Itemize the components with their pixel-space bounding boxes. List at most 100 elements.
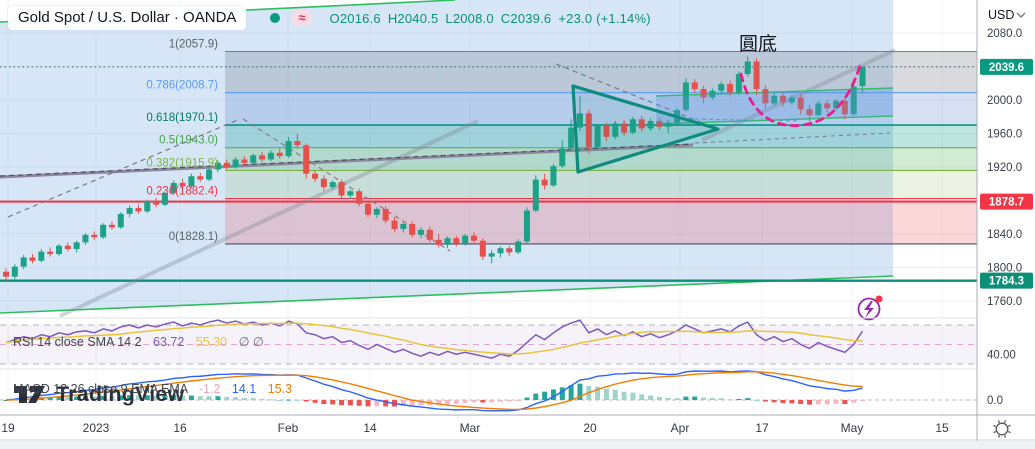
candle-body [320,178,327,188]
candle-body [603,125,610,137]
gear-tooth [997,435,1001,438]
candle-body [232,159,239,167]
macd-histogram-bar [771,400,777,403]
candle-body [73,242,80,250]
candle-body [833,100,840,109]
triangle-pattern[interactable] [571,84,720,174]
macd-histogram-bar [144,395,150,400]
candle-body [621,123,628,133]
price-tick-label: 1800.0 [987,263,1022,275]
gear-tooth [1003,420,1007,423]
candle-body [453,238,460,244]
candle-body [709,90,716,98]
candle-body [223,162,230,167]
approx-price-icon[interactable]: ≈ [292,10,312,26]
fib-level-label: 0(1828.1) [169,231,218,243]
tradingview-logo[interactable]: TradingView [10,381,184,407]
candle-body [294,141,301,146]
candle-body [462,235,469,244]
macd-histogram-bar [162,395,168,400]
time-tick-label: Apr [671,421,690,435]
macd-histogram-bar [224,396,230,400]
candle-body [126,208,133,214]
candle-body [594,125,601,147]
trend-line[interactable] [59,119,479,318]
candle-body [585,113,592,147]
macd-histogram-bar [568,385,574,400]
macd-histogram-bar [127,395,133,400]
symbol-title[interactable]: Gold Spot / U.S. Dollar · OANDA [8,6,247,30]
time-tick-label: 14 [363,421,377,435]
candle-body [250,155,257,163]
macd-histogram-bar [180,395,186,400]
time-tick-label: 20 [583,421,597,435]
macd-histogram-bar [577,383,583,400]
candle-body [824,103,831,109]
trend-line[interactable] [701,48,896,142]
macd-histogram-bar [736,398,742,400]
alert-lightning-button[interactable] [857,295,883,321]
macd-line [5,370,863,412]
macd-histogram-bar [480,400,486,403]
macd-histogram-bar [339,400,345,406]
time-tick-label: 15 [935,421,949,435]
macd-histogram-bar [453,400,459,404]
ohlc-values: O2016.6 H2040.5 L2008.0 C2039.6 +23.0 (+1.14… [330,11,658,26]
macd-legend: MACD 12 26 close 9 EMA EMA -1.2 14.1 15.… [13,382,292,396]
macd-histogram-bar [47,397,53,400]
macd-histogram-bar [639,394,645,400]
macd-histogram-bar [489,400,495,403]
chart-header: Gold Spot / U.S. Dollar · OANDA ≈ O2016.… [8,6,658,30]
macd-histogram-bar [550,389,556,400]
candle-body [568,127,575,149]
candle-body [135,208,142,212]
macd-histogram-bar [91,396,97,400]
candle-body [797,97,804,110]
candle-body [727,84,734,93]
macd-histogram-bar [524,397,530,400]
macd-histogram-bar [533,393,539,400]
chevron-down-icon [1016,12,1026,18]
candle-body [382,208,389,221]
candle-body [91,234,98,238]
time-tick-label: May [841,421,864,435]
price-badge [980,193,1033,210]
tradingview-logo-icon [14,386,45,403]
rsi-label[interactable]: RSI 14 close SMA 14 2 [13,335,142,349]
candle-body [788,97,795,103]
trend-line[interactable] [687,118,801,122]
candle-body [435,239,442,245]
candle-body [506,248,513,253]
trend-line[interactable] [694,132,891,144]
channel-lower-line[interactable] [0,275,894,314]
candle-body [356,191,363,204]
trend-line[interactable] [242,118,451,252]
currency-selector[interactable]: USD [988,8,1014,22]
macd-histogram-bar [294,399,300,401]
macd-histogram-bar [321,400,327,404]
candle-body [329,182,336,188]
axis-settings-gear-button[interactable] [993,420,1011,438]
trend-line[interactable] [7,118,241,218]
macd-label[interactable]: MACD 12 26 close 9 EMA EMA [13,382,188,396]
macd-histogram-bar [462,400,468,403]
candle-body [497,248,504,254]
price-tick-label: 1760.0 [987,296,1022,308]
macd-histogram-bar [762,400,768,402]
candle-body [559,148,566,167]
round-bottom-arc[interactable] [739,60,863,127]
macd-histogram-bar [692,396,698,400]
candle-body [550,166,557,186]
gear-tooth [1008,430,1011,434]
market-status-dot [270,13,281,23]
time-tick-label: Feb [278,421,299,435]
candle-body [744,61,751,75]
candle-body [365,203,372,215]
macd-histogram-bar [109,396,115,400]
candle-body [656,120,663,127]
rsi-line [5,319,864,359]
macd-histogram-bar [701,397,707,400]
trend-line[interactable] [555,63,719,130]
round-bottom-annotation[interactable]: 圓底 [739,34,778,55]
